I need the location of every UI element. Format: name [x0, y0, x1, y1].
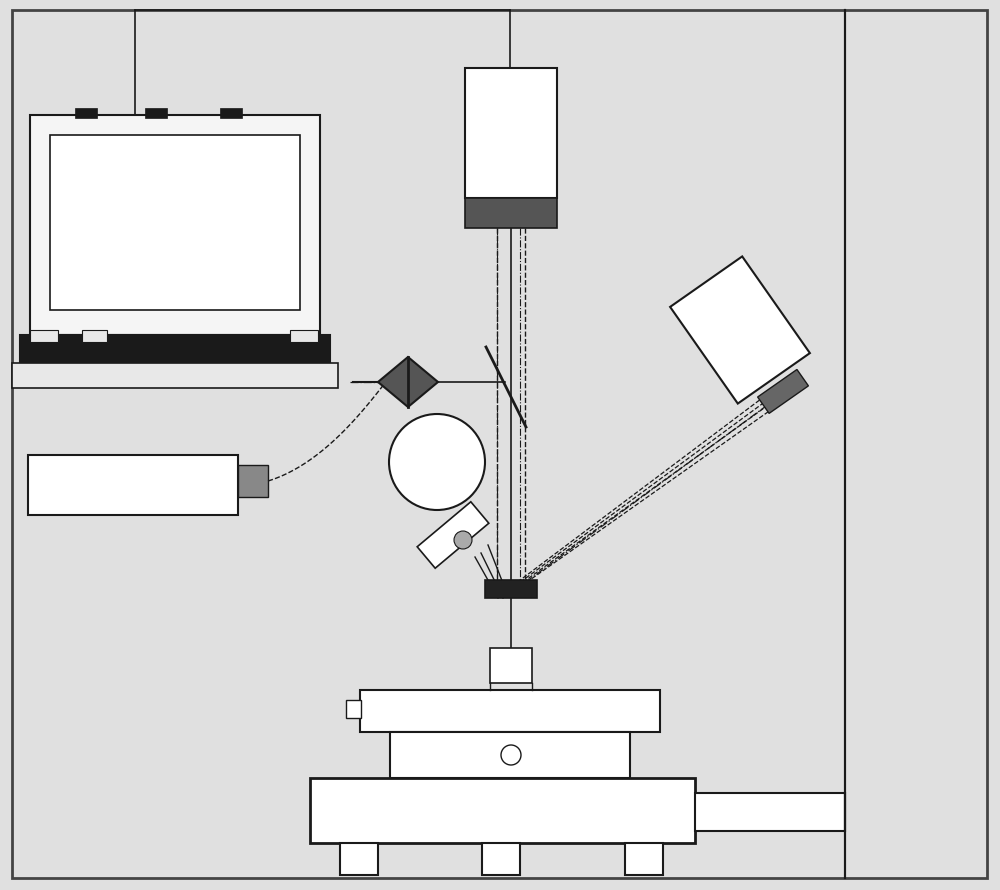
Circle shape	[501, 745, 521, 765]
Bar	[490, 648, 532, 683]
Bar	[465, 210, 557, 214]
Polygon shape	[417, 502, 489, 568]
Bar	[75, 108, 97, 118]
Bar	[465, 202, 557, 206]
Bar	[346, 700, 361, 718]
Bar	[360, 690, 660, 732]
Bar	[465, 198, 557, 202]
Bar	[390, 732, 630, 778]
Bar	[220, 108, 242, 118]
Bar	[465, 218, 557, 222]
Bar	[465, 214, 557, 218]
Bar	[465, 198, 557, 228]
Polygon shape	[378, 357, 438, 407]
Bar	[290, 330, 318, 342]
Bar	[340, 843, 378, 875]
Bar	[482, 843, 520, 875]
Bar	[695, 793, 845, 831]
Bar	[145, 108, 167, 118]
Bar	[625, 843, 663, 875]
Bar	[465, 68, 557, 198]
Bar	[465, 206, 557, 210]
Bar	[485, 580, 537, 598]
Bar	[238, 465, 268, 497]
Bar	[465, 222, 557, 226]
Bar	[82, 330, 107, 342]
Bar	[12, 363, 338, 388]
Bar	[310, 778, 695, 843]
Bar	[20, 335, 330, 363]
Bar	[28, 455, 238, 515]
Bar	[30, 330, 58, 342]
Circle shape	[454, 531, 472, 549]
Polygon shape	[670, 256, 810, 403]
Circle shape	[389, 414, 485, 510]
Bar	[50, 135, 300, 310]
Polygon shape	[758, 369, 808, 413]
Bar	[30, 115, 320, 335]
